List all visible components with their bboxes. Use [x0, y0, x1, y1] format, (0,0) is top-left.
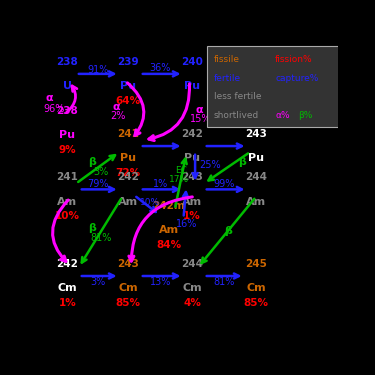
Text: 85%: 85%: [244, 298, 268, 307]
Text: 242: 242: [56, 259, 78, 269]
Text: 1%: 1%: [153, 178, 168, 189]
Text: β: β: [238, 157, 246, 167]
Text: α: α: [46, 93, 54, 104]
Text: fissile: fissile: [214, 55, 240, 64]
Text: 16%: 16%: [176, 219, 197, 229]
Text: U: U: [63, 81, 72, 91]
Text: Am: Am: [246, 196, 266, 207]
Text: 241: 241: [56, 172, 78, 182]
Text: 241: 241: [117, 129, 139, 139]
Text: 238: 238: [56, 106, 78, 116]
Text: 72%: 72%: [116, 168, 141, 178]
Text: 243: 243: [245, 129, 267, 139]
Text: 242: 242: [181, 129, 203, 139]
Text: 238: 238: [56, 57, 78, 67]
Text: Am: Am: [57, 196, 77, 207]
Text: 85%: 85%: [116, 298, 141, 307]
Text: 242: 242: [117, 172, 139, 182]
FancyBboxPatch shape: [207, 46, 339, 127]
Text: 15%: 15%: [190, 114, 211, 124]
Text: α: α: [113, 102, 120, 112]
Text: β: β: [88, 157, 96, 167]
Text: 99%: 99%: [213, 178, 235, 189]
Text: 240: 240: [181, 57, 203, 67]
Text: 239: 239: [117, 57, 139, 67]
Text: Am: Am: [182, 196, 202, 207]
Text: 25%: 25%: [199, 160, 220, 170]
Text: Cm: Cm: [246, 283, 266, 293]
Text: Pu: Pu: [120, 81, 136, 91]
Text: 17%: 17%: [169, 175, 189, 184]
Text: 10%: 10%: [140, 198, 160, 207]
Text: EC: EC: [175, 166, 186, 175]
Text: Pu: Pu: [184, 81, 200, 91]
Text: Pu: Pu: [120, 153, 136, 163]
Text: 13%: 13%: [150, 277, 171, 287]
Text: 91%: 91%: [87, 64, 108, 75]
Text: 4%: 4%: [183, 298, 201, 307]
Text: 81%: 81%: [213, 277, 235, 287]
Text: 96%: 96%: [44, 104, 65, 114]
Text: 64%: 64%: [116, 96, 141, 105]
Text: 243: 243: [117, 259, 139, 269]
Text: 1%: 1%: [183, 211, 201, 221]
Text: Cm: Cm: [118, 283, 138, 293]
Text: 84%: 84%: [156, 240, 182, 250]
Text: 1%: 1%: [58, 298, 76, 307]
Text: 244: 244: [245, 172, 267, 182]
Text: 2%: 2%: [110, 111, 126, 121]
Text: Pu: Pu: [184, 153, 200, 163]
Text: shortlived: shortlived: [214, 111, 259, 120]
Text: fertile: fertile: [214, 74, 241, 83]
Text: capture%: capture%: [275, 74, 318, 83]
Text: Pu: Pu: [248, 153, 264, 163]
Text: Am: Am: [159, 225, 179, 236]
Text: less fertile: less fertile: [214, 93, 261, 102]
Text: 242m: 242m: [153, 201, 185, 211]
Text: 245: 245: [245, 259, 267, 269]
Text: Pu: Pu: [59, 130, 75, 140]
Text: 79%: 79%: [87, 178, 108, 189]
Text: 81%: 81%: [90, 234, 111, 243]
Text: β: β: [88, 224, 96, 233]
Text: 9%: 9%: [58, 145, 76, 154]
Text: Cm: Cm: [182, 283, 202, 293]
Text: α%: α%: [275, 111, 290, 120]
Text: 10%: 10%: [55, 211, 80, 221]
Text: β: β: [225, 226, 232, 236]
Text: 243: 243: [181, 172, 203, 182]
Text: β%: β%: [298, 111, 313, 120]
Text: Am: Am: [118, 196, 138, 207]
Text: Cm: Cm: [57, 283, 77, 293]
Text: 36%: 36%: [150, 63, 171, 73]
Text: fission%: fission%: [275, 55, 313, 64]
Text: 3%: 3%: [93, 167, 108, 177]
Text: α: α: [196, 105, 203, 115]
Text: 3%: 3%: [90, 277, 105, 287]
Text: 244: 244: [181, 259, 203, 269]
